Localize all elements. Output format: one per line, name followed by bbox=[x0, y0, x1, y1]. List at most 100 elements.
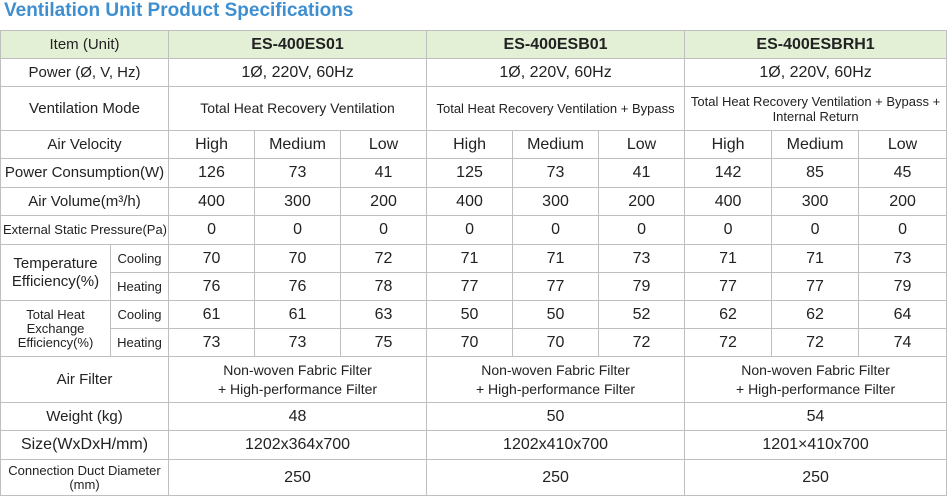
velocity-cell: Low bbox=[858, 130, 948, 159]
size-row: Size(WxDxH/mm) 1202x364x700 1202x410x700… bbox=[0, 430, 948, 460]
velocity-cell: Medium bbox=[254, 130, 342, 159]
air-volume-cell: 200 bbox=[598, 187, 686, 216]
row-label: Temperature Efficiency(%) bbox=[0, 244, 111, 301]
row-label: Air Velocity bbox=[0, 130, 170, 159]
row-label: Size(WxDxH/mm) bbox=[0, 430, 170, 460]
heat-eff-heating-cell: 72 bbox=[598, 328, 686, 357]
static-pressure-cell: 0 bbox=[771, 215, 860, 245]
air-volume-cell: 300 bbox=[254, 187, 342, 216]
filter-line-2: + High-performance Filter bbox=[736, 380, 896, 397]
row-label: Weight (kg) bbox=[0, 402, 170, 431]
temp-eff-heating-cell: 77 bbox=[426, 272, 514, 301]
mode-value: Total Heat Recovery Ventilation + Bypass bbox=[426, 86, 686, 131]
temp-eff-cooling-cell: 70 bbox=[168, 244, 256, 273]
heat-eff-cooling-cell: 62 bbox=[684, 300, 773, 329]
air-volume-cell: 200 bbox=[340, 187, 428, 216]
temp-eff-heating-cell: 77 bbox=[771, 272, 860, 301]
velocity-cell: High bbox=[426, 130, 514, 159]
power-consumption-cell: 142 bbox=[684, 158, 773, 188]
static-pressure-cell: 0 bbox=[168, 215, 256, 245]
heat-eff-heating-cell: 75 bbox=[340, 328, 428, 357]
static-pressure-cell: 0 bbox=[254, 215, 342, 245]
header-row: Item (Unit) ES-400ES01 ES-400ESB01 ES-40… bbox=[0, 30, 948, 59]
temp-eff-cooling-cell: 72 bbox=[340, 244, 428, 273]
filter-line-2: + High-performance Filter bbox=[475, 380, 636, 397]
filter-line-1: Non-woven Fabric Filter bbox=[481, 361, 630, 378]
temp-eff-cooling-cell: 71 bbox=[512, 244, 600, 273]
power-consumption-cell: 73 bbox=[512, 158, 600, 188]
velocity-cell: Medium bbox=[771, 130, 860, 159]
mode-value: Total Heat Recovery Ventilation + Bypass… bbox=[684, 86, 948, 131]
power-consumption-cell: 125 bbox=[426, 158, 514, 188]
row-label: Air Filter bbox=[0, 356, 170, 403]
duct-value: 250 bbox=[168, 459, 428, 496]
static-pressure-cell: 0 bbox=[684, 215, 773, 245]
velocity-cell: Low bbox=[598, 130, 686, 159]
temp-eff-cooling-cell: 71 bbox=[426, 244, 514, 273]
power-consumption-row: Power Consumption(W) 126 73 41 125 73 41 142 85… bbox=[0, 158, 948, 188]
heat-eff-heating-row: Heating 73 73 75 70 70 72 72 72 74 bbox=[1, 328, 948, 357]
weight-row: Weight (kg) 48 50 54 bbox=[0, 402, 948, 431]
static-pressure-cell: 0 bbox=[340, 215, 428, 245]
air-volume-cell: 400 bbox=[426, 187, 514, 216]
temp-eff-cooling-row: Temperature Efficiency(%) Cooling 70 70 72… bbox=[0, 244, 948, 301]
filter-line-1: Non-woven Fabric Filter bbox=[223, 361, 372, 378]
temp-eff-heating-cell: 76 bbox=[254, 272, 342, 301]
static-pressure-cell: 0 bbox=[598, 215, 686, 245]
power-value: 1Ø, 220V, 60Hz bbox=[426, 58, 686, 87]
size-value: 1202x410x700 bbox=[426, 430, 686, 460]
model-name: ES-400ES01 bbox=[168, 30, 428, 59]
temp-eff-heating-row: Heating 76 76 78 77 77 79 77 77 79 bbox=[1, 272, 948, 301]
air-filter-value: Non-woven Fabric Filter + High-performanc… bbox=[426, 356, 686, 403]
power-consumption-cell: 45 bbox=[858, 158, 948, 188]
temp-eff-heating-cell: 76 bbox=[168, 272, 256, 301]
heat-eff-cooling-cell: 50 bbox=[512, 300, 600, 329]
sub-label-cooling: Cooling bbox=[109, 244, 170, 273]
air-volume-cell: 300 bbox=[771, 187, 860, 216]
static-pressure-cell: 0 bbox=[426, 215, 514, 245]
heat-eff-heating-cell: 72 bbox=[684, 328, 773, 357]
temp-eff-cooling-cell: 71 bbox=[771, 244, 860, 273]
temp-eff-heating-cell: 78 bbox=[340, 272, 428, 301]
duct-value: 250 bbox=[426, 459, 686, 496]
duct-row: Connection Duct Diameter (mm) 250 250 25… bbox=[0, 459, 948, 496]
heat-eff-cooling-row: Total Heat Exchange Efficiency(%) Coolin… bbox=[0, 300, 948, 357]
row-label: Power (Ø, V, Hz) bbox=[0, 58, 170, 87]
velocity-cell: Medium bbox=[512, 130, 600, 159]
heat-eff-cooling-cell: 63 bbox=[340, 300, 428, 329]
heat-eff-heating-cell: 70 bbox=[426, 328, 514, 357]
model-name: ES-400ESB01 bbox=[426, 30, 686, 59]
heat-eff-cooling-cell: 61 bbox=[254, 300, 342, 329]
velocity-cell: High bbox=[684, 130, 773, 159]
power-value: 1Ø, 220V, 60Hz bbox=[168, 58, 428, 87]
static-pressure-cell: 0 bbox=[512, 215, 600, 245]
heat-eff-heating-cell: 74 bbox=[858, 328, 948, 357]
temp-eff-heating-cell: 79 bbox=[858, 272, 948, 301]
weight-value: 48 bbox=[168, 402, 428, 431]
page-title: Ventilation Unit Product Specifications bbox=[4, 0, 354, 21]
row-label: Power Consumption(W) bbox=[0, 158, 170, 188]
power-consumption-cell: 41 bbox=[598, 158, 686, 188]
temp-eff-heating-cell: 79 bbox=[598, 272, 686, 301]
filter-line-1: Non-woven Fabric Filter bbox=[741, 361, 890, 378]
air-volume-cell: 400 bbox=[168, 187, 256, 216]
duct-value: 250 bbox=[684, 459, 948, 496]
mode-value: Total Heat Recovery Ventilation bbox=[168, 86, 428, 131]
air-volume-cell: 400 bbox=[684, 187, 773, 216]
velocity-cell: High bbox=[168, 130, 256, 159]
temp-eff-cooling-cell: 71 bbox=[684, 244, 773, 273]
size-value: 1202x364x700 bbox=[168, 430, 428, 460]
power-consumption-cell: 73 bbox=[254, 158, 342, 188]
air-filter-row: Air Filter Non-woven Fabric Filter + High… bbox=[0, 356, 948, 403]
row-label: Ventilation Mode bbox=[0, 86, 170, 131]
power-value: 1Ø, 220V, 60Hz bbox=[684, 58, 948, 87]
air-volume-cell: 200 bbox=[858, 187, 948, 216]
power-consumption-cell: 126 bbox=[168, 158, 256, 188]
heat-eff-cooling-cell: 62 bbox=[771, 300, 860, 329]
air-volume-cell: 300 bbox=[512, 187, 600, 216]
weight-value: 50 bbox=[426, 402, 686, 431]
power-consumption-cell: 41 bbox=[340, 158, 428, 188]
heat-eff-cooling-cell: 52 bbox=[598, 300, 686, 329]
heat-eff-heating-cell: 72 bbox=[771, 328, 860, 357]
